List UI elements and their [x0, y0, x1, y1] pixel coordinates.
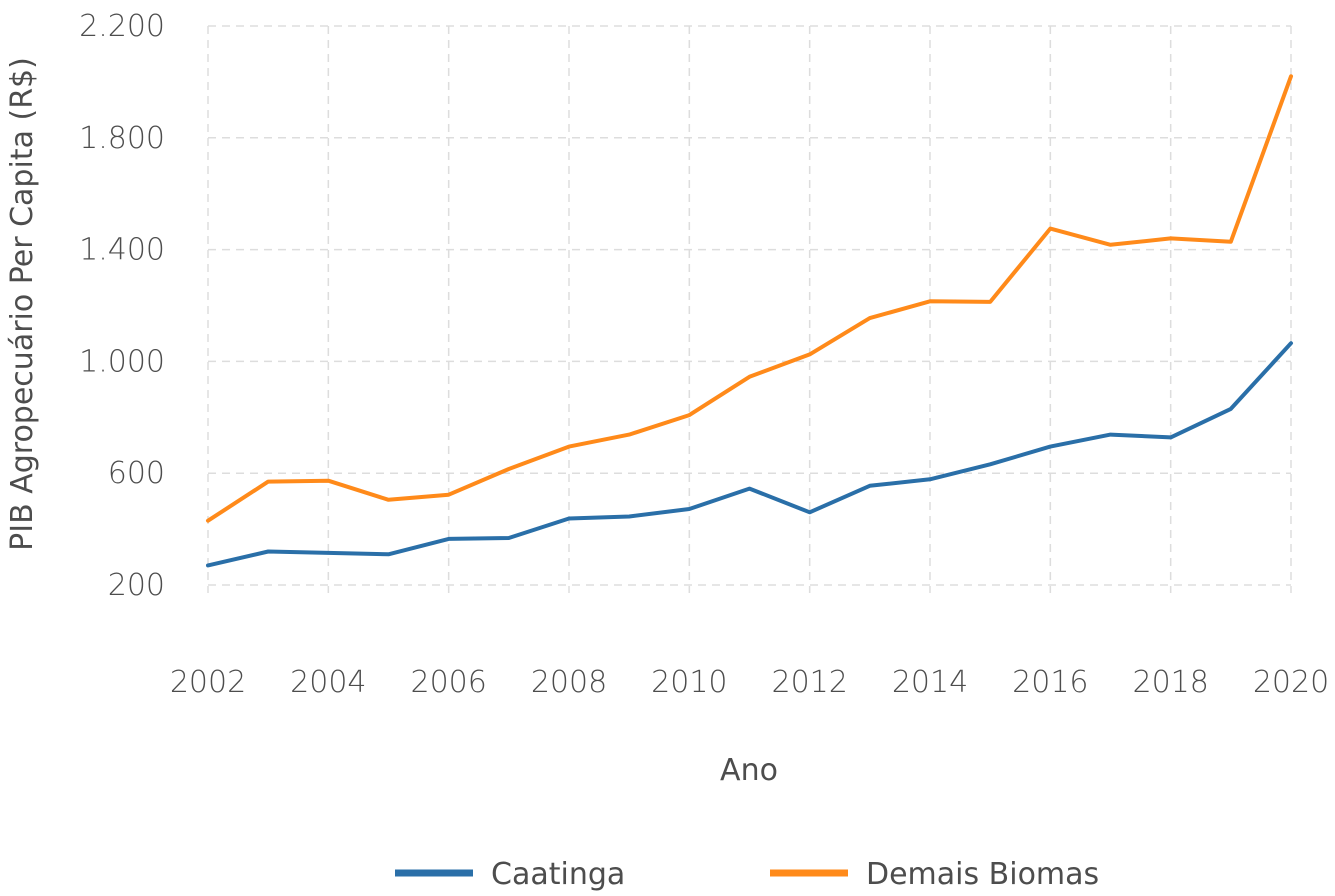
x-axis-ticks: 2002 2004 2006 2008 2010 2012 2014 2016 2018 2020: [170, 665, 1329, 700]
x-tick-label: 2002: [170, 665, 246, 700]
legend-label: Caatinga: [491, 857, 625, 892]
x-tick-label: 2018: [1132, 665, 1208, 700]
legend-label: Demais Biomas: [866, 857, 1099, 892]
x-tick-label: 2012: [771, 665, 847, 700]
y-tick-label: 1.800: [79, 121, 165, 156]
x-tick-label: 2008: [531, 665, 607, 700]
y-tick-label: 2.200: [79, 9, 165, 44]
x-axis-title: Ano: [720, 753, 778, 788]
grid: [207, 25, 1292, 593]
series-lines: [206, 74, 1293, 568]
x-tick-label: 2006: [410, 665, 486, 700]
y-tick-label: 1.400: [79, 233, 165, 268]
x-tick-label: 2010: [651, 665, 727, 700]
y-tick-label: 1.000: [79, 344, 165, 379]
x-tick-label: 2020: [1253, 665, 1329, 700]
series-line-demais-biomas: [206, 74, 1293, 523]
x-tick-label: 2016: [1012, 665, 1088, 700]
y-tick-label: 200: [108, 568, 165, 603]
y-axis-title: PIB Agropecuário Per Capita (R$): [5, 57, 40, 551]
y-tick-label: 600: [108, 456, 165, 491]
y-axis-ticks: 200 600 1.000 1.400 1.800 2.200: [79, 9, 165, 603]
x-tick-label: 2004: [290, 665, 366, 700]
series-line-caatinga: [206, 341, 1293, 568]
x-tick-label: 2014: [892, 665, 968, 700]
legend: Caatinga Demais Biomas: [395, 857, 1099, 892]
